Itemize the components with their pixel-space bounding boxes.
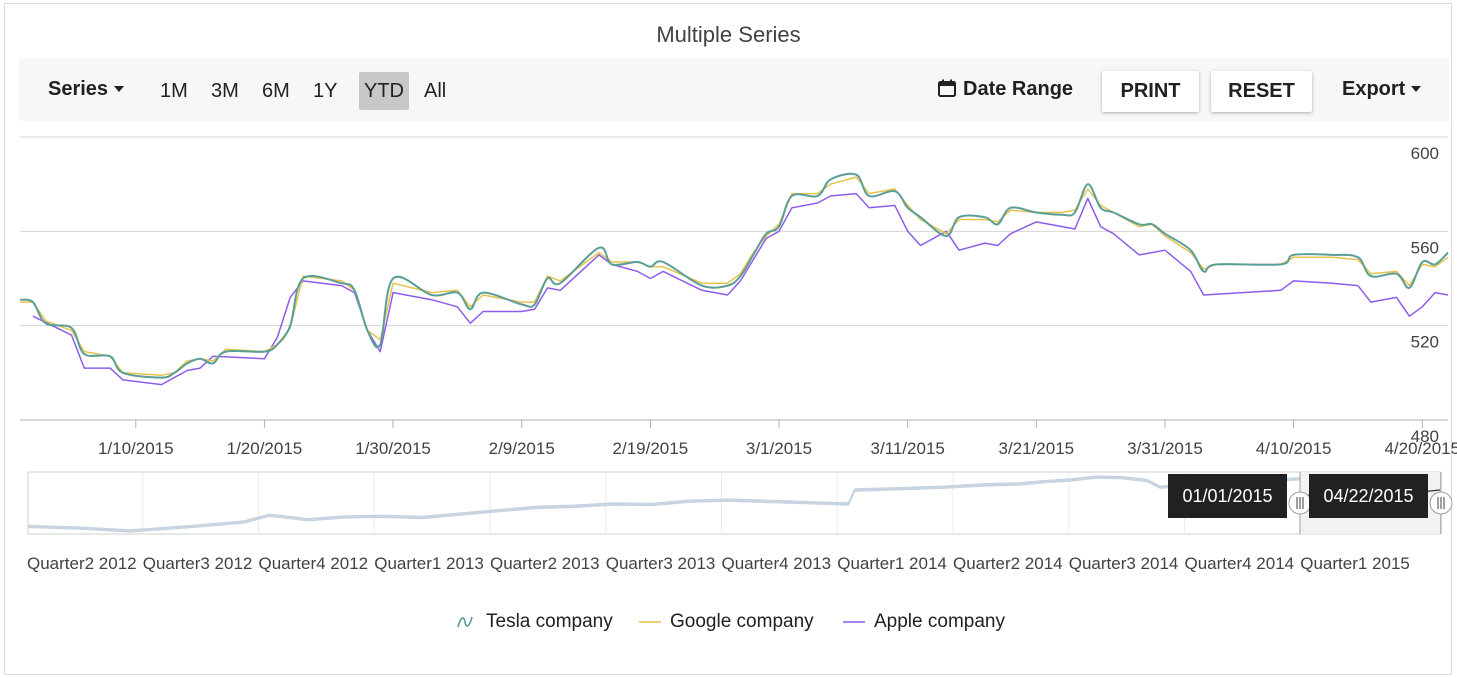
navigator-x-label: Quarter2 2013 <box>490 554 600 573</box>
calendar-icon <box>938 79 956 97</box>
navigator-x-label: Quarter4 2013 <box>721 554 832 573</box>
date-range-label: Date Range <box>963 78 1074 100</box>
date-range-button[interactable]: Date Range <box>938 58 1073 121</box>
chart-legend: Tesla company Google company Apple compa… <box>0 608 1457 636</box>
y-axis: 480 520 560 600 <box>1411 144 1439 446</box>
x-tick-label: 4/10/2015 <box>1256 439 1332 458</box>
period-1m[interactable]: 1M <box>160 80 188 102</box>
reset-button[interactable]: RESET <box>1211 71 1312 112</box>
spline-icon <box>457 616 473 628</box>
x-tick-label: 4/20/2015 <box>1384 439 1457 458</box>
y-tick-label: 520 <box>1411 333 1439 352</box>
period-all[interactable]: All <box>424 80 447 102</box>
export-dropdown-label: Export <box>1342 78 1406 100</box>
navigator-x-label: Quarter1 2015 <box>1300 554 1410 573</box>
x-tick-label: 3/11/2015 <box>870 439 944 458</box>
period-6m[interactable]: 6M <box>262 80 290 102</box>
period-3m[interactable]: 3M <box>211 80 239 102</box>
series-line-google[interactable] <box>20 176 1449 376</box>
series-dropdown-label: Series <box>48 78 109 100</box>
series-dropdown[interactable]: Series <box>48 58 125 121</box>
export-dropdown[interactable]: Export <box>1342 58 1422 121</box>
print-button[interactable]: PRINT <box>1102 71 1199 112</box>
navigator-series-line <box>27 475 1301 531</box>
grid-lines <box>20 136 1448 421</box>
range-end-tooltip: 04/22/2015 <box>1309 474 1428 518</box>
navigator-x-axis: Quarter2 2012 Quarter3 2012 Quarter4 2012 Q… <box>0 554 1457 578</box>
period-ytd[interactable]: YTD <box>359 72 409 110</box>
navigator-handles[interactable] <box>1288 472 1453 534</box>
y-tick-label: 480 <box>1411 427 1439 446</box>
legend-item-google[interactable]: Google company <box>639 608 814 636</box>
navigator-x-label: Quarter3 2012 <box>142 554 253 573</box>
x-tick-label: 3/31/2015 <box>1127 439 1203 458</box>
y-tick-label: 560 <box>1411 238 1439 257</box>
x-tick-label: 2/9/2015 <box>489 439 555 458</box>
caret-down-icon <box>1411 85 1422 92</box>
navigator-x-label: Quarter1 2014 <box>837 554 947 573</box>
navigator-x-label: Quarter1 2013 <box>374 554 484 573</box>
chart-title: Multiple Series <box>656 22 801 47</box>
caret-down-icon <box>114 85 125 92</box>
legend-label-google: Google company <box>670 611 814 632</box>
navigator-x-label: Quarter3 2014 <box>1068 554 1179 573</box>
legend-item-apple[interactable]: Apple company <box>843 608 1005 636</box>
series-line-tesla[interactable] <box>19 172 1449 379</box>
x-tick-label: 3/21/2015 <box>999 439 1075 458</box>
x-axis: 1/10/2015 1/20/2015 1/30/2015 2/9/2015 2/19/… <box>98 420 1457 458</box>
x-tick-label: 1/10/2015 <box>98 439 174 458</box>
line-icon <box>843 621 865 623</box>
navigator-series-line <box>27 476 1301 532</box>
navigator-x-label: Quarter2 2012 <box>27 554 137 573</box>
period-1y[interactable]: 1Y <box>313 80 338 102</box>
line-icon <box>639 621 661 623</box>
x-tick-label: 1/20/2015 <box>227 439 303 458</box>
series-line-apple[interactable] <box>32 192 1449 386</box>
period-selector-toolbar: Series 1M 3M 6M 1Y YTD All Date Range PR… <box>19 58 1449 121</box>
legend-label-tesla: Tesla company <box>486 611 613 632</box>
legend-label-apple: Apple company <box>874 611 1005 632</box>
navigator-x-label: Quarter4 2014 <box>1184 554 1295 573</box>
range-start-tooltip: 01/01/2015 <box>1168 474 1287 518</box>
x-tick-label: 3/1/2015 <box>746 439 812 458</box>
main-chart[interactable]: 480 520 560 600 1/10/2015 1/20/2015 1/30/2015… <box>0 0 1457 470</box>
y-tick-label: 600 <box>1411 144 1439 163</box>
series-lines <box>19 172 1449 386</box>
navigator-x-label: Quarter4 2012 <box>258 554 369 573</box>
navigator-x-label: Quarter3 2013 <box>605 554 716 573</box>
legend-item-tesla[interactable]: Tesla company <box>456 608 613 636</box>
navigator-series-line <box>27 477 1301 533</box>
x-tick-label: 1/30/2015 <box>355 439 431 458</box>
navigator-x-label: Quarter2 2014 <box>953 554 1063 573</box>
x-tick-label: 2/19/2015 <box>613 439 689 458</box>
